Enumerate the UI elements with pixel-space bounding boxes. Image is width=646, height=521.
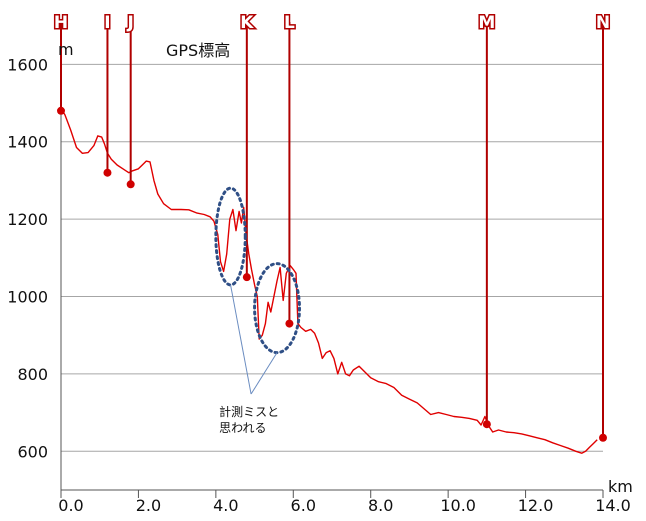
x-tick-label: 14.0 <box>595 496 631 515</box>
waypoint-dot-N <box>599 434 607 442</box>
annotation-pointer-line <box>251 353 277 394</box>
annotation-ellipse <box>255 264 300 353</box>
labels: GPS標高 m km 600 800 1000 1200 1400 1600 0.0 2.0 4… <box>7 40 633 515</box>
waypoint-dot-H <box>57 107 65 115</box>
waypoint-dot-J <box>127 180 135 188</box>
annotation-text: 思われる <box>219 421 266 435</box>
annotation-text: 計測ミスと <box>219 404 279 419</box>
waypoint-dot-M <box>483 420 491 428</box>
annotation-pointer-line <box>231 285 252 394</box>
x-tick-label: 12.0 <box>518 496 554 515</box>
y-tick-label: 1000 <box>7 288 48 307</box>
y-tick-label: 1600 <box>7 55 48 74</box>
axes <box>61 45 603 490</box>
waypoint-label-M: M <box>478 13 495 33</box>
waypoint-label-I: I <box>104 13 110 33</box>
elevation-series-line <box>61 109 597 453</box>
x-tick-label: 0.0 <box>58 496 83 515</box>
x-tick-label: 10.0 <box>440 496 476 515</box>
x-tick-label: 8.0 <box>368 496 393 515</box>
y-tick-label: 1200 <box>7 210 48 229</box>
waypoint-label-H: H <box>54 13 68 33</box>
x-tick-label: 6.0 <box>291 496 316 515</box>
gridlines <box>61 64 603 498</box>
waypoint-dot-L <box>285 320 293 328</box>
waypoint-label-N: N <box>596 13 610 33</box>
y-tick-label: 1400 <box>7 133 48 152</box>
waypoint-label-J: J <box>127 13 134 33</box>
annotation-ellipse <box>216 188 245 285</box>
y-tick-label: 600 <box>17 442 48 461</box>
waypoint-label-K: K <box>240 13 254 33</box>
x-tick-label: 4.0 <box>213 496 238 515</box>
waypoint-dot-K <box>243 273 251 281</box>
series-layer <box>61 109 597 453</box>
y-axis-unit: m <box>58 40 74 59</box>
chart-title: GPS標高 <box>166 41 230 60</box>
y-tick-label: 800 <box>17 365 48 384</box>
x-tick-label: 2.0 <box>136 496 161 515</box>
waypoint-dot-I <box>103 169 111 177</box>
x-axis-unit: km <box>608 477 633 496</box>
waypoint-label-L: L <box>284 13 295 33</box>
